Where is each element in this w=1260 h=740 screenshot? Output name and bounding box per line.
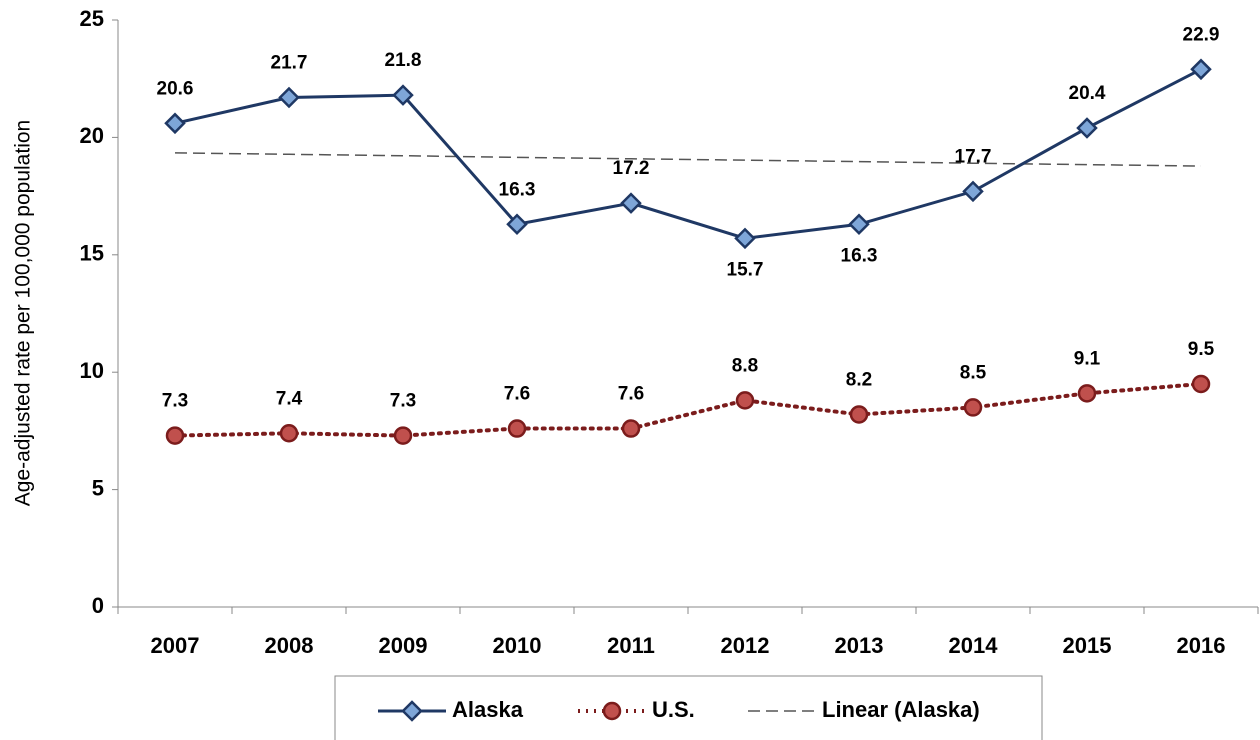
x-tick-label: 2013 <box>835 633 884 658</box>
data-label: 21.8 <box>385 50 422 71</box>
x-tick-label: 2011 <box>607 633 655 658</box>
data-label: 22.9 <box>1183 24 1220 45</box>
data-point <box>848 213 870 236</box>
data-label: 17.2 <box>613 158 650 179</box>
x-tick-label: 2015 <box>1063 633 1112 658</box>
data-label: 20.6 <box>157 78 194 99</box>
x-tick-label: 2008 <box>265 633 314 658</box>
data-point <box>393 426 413 445</box>
data-label: 16.3 <box>841 245 878 266</box>
x-tick-label: 2007 <box>151 633 200 658</box>
data-point <box>735 391 755 410</box>
legend-label: Linear (Alaska) <box>822 697 980 722</box>
y-tick-label: 10 <box>80 358 104 383</box>
data-point <box>507 419 527 438</box>
series-line <box>173 381 1203 438</box>
data-label: 9.5 <box>1188 339 1215 360</box>
data-point <box>1077 384 1097 403</box>
legend-box <box>334 675 1043 740</box>
x-tick-label: 2009 <box>379 633 428 658</box>
data-point <box>164 112 186 135</box>
data-point <box>506 213 528 236</box>
data-label: 7.3 <box>390 391 416 412</box>
data-label: 9.1 <box>1074 348 1101 369</box>
y-tick-label: 20 <box>80 123 104 148</box>
legend-label: Alaska <box>452 697 524 722</box>
x-tick-label: 2012 <box>721 633 770 658</box>
x-tick-label: 2016 <box>1177 633 1226 658</box>
y-tick-label: 15 <box>80 241 104 266</box>
data-label: 7.4 <box>276 388 303 409</box>
series-line <box>174 67 1202 240</box>
data-label: 16.3 <box>499 179 536 200</box>
y-tick-label: 25 <box>80 6 104 31</box>
data-label: 7.3 <box>162 391 188 412</box>
data-point <box>165 426 185 445</box>
data-point <box>849 405 869 424</box>
data-point <box>963 398 983 417</box>
data-label: 7.6 <box>504 384 530 405</box>
data-label: 8.8 <box>732 355 758 376</box>
y-tick-label: 5 <box>92 475 104 500</box>
legend-label: U.S. <box>652 697 695 722</box>
x-tick-label: 2010 <box>493 633 542 658</box>
data-point <box>734 227 756 250</box>
data-point <box>278 86 300 109</box>
data-point <box>1190 58 1212 81</box>
data-label: 8.2 <box>846 369 872 390</box>
data-label: 7.6 <box>618 384 644 405</box>
y-tick-label: 0 <box>92 593 104 618</box>
data-point <box>1191 374 1211 394</box>
legend-marker <box>602 701 622 721</box>
y-axis-title: Age-adjusted rate per 100,000 population <box>12 120 35 506</box>
series-line <box>174 152 1202 167</box>
data-label: 17.7 <box>955 146 992 167</box>
data-point <box>620 192 642 214</box>
data-label: 8.5 <box>960 362 987 383</box>
data-point <box>279 423 299 443</box>
data-point <box>392 84 414 106</box>
data-label: 21.7 <box>271 52 308 73</box>
data-point <box>621 419 641 438</box>
data-point <box>1076 117 1098 139</box>
data-label: 15.7 <box>727 259 764 280</box>
legend-marker <box>401 700 423 722</box>
data-point <box>962 180 984 203</box>
x-tick-label: 2014 <box>949 633 999 658</box>
data-label: 20.4 <box>1069 83 1106 104</box>
